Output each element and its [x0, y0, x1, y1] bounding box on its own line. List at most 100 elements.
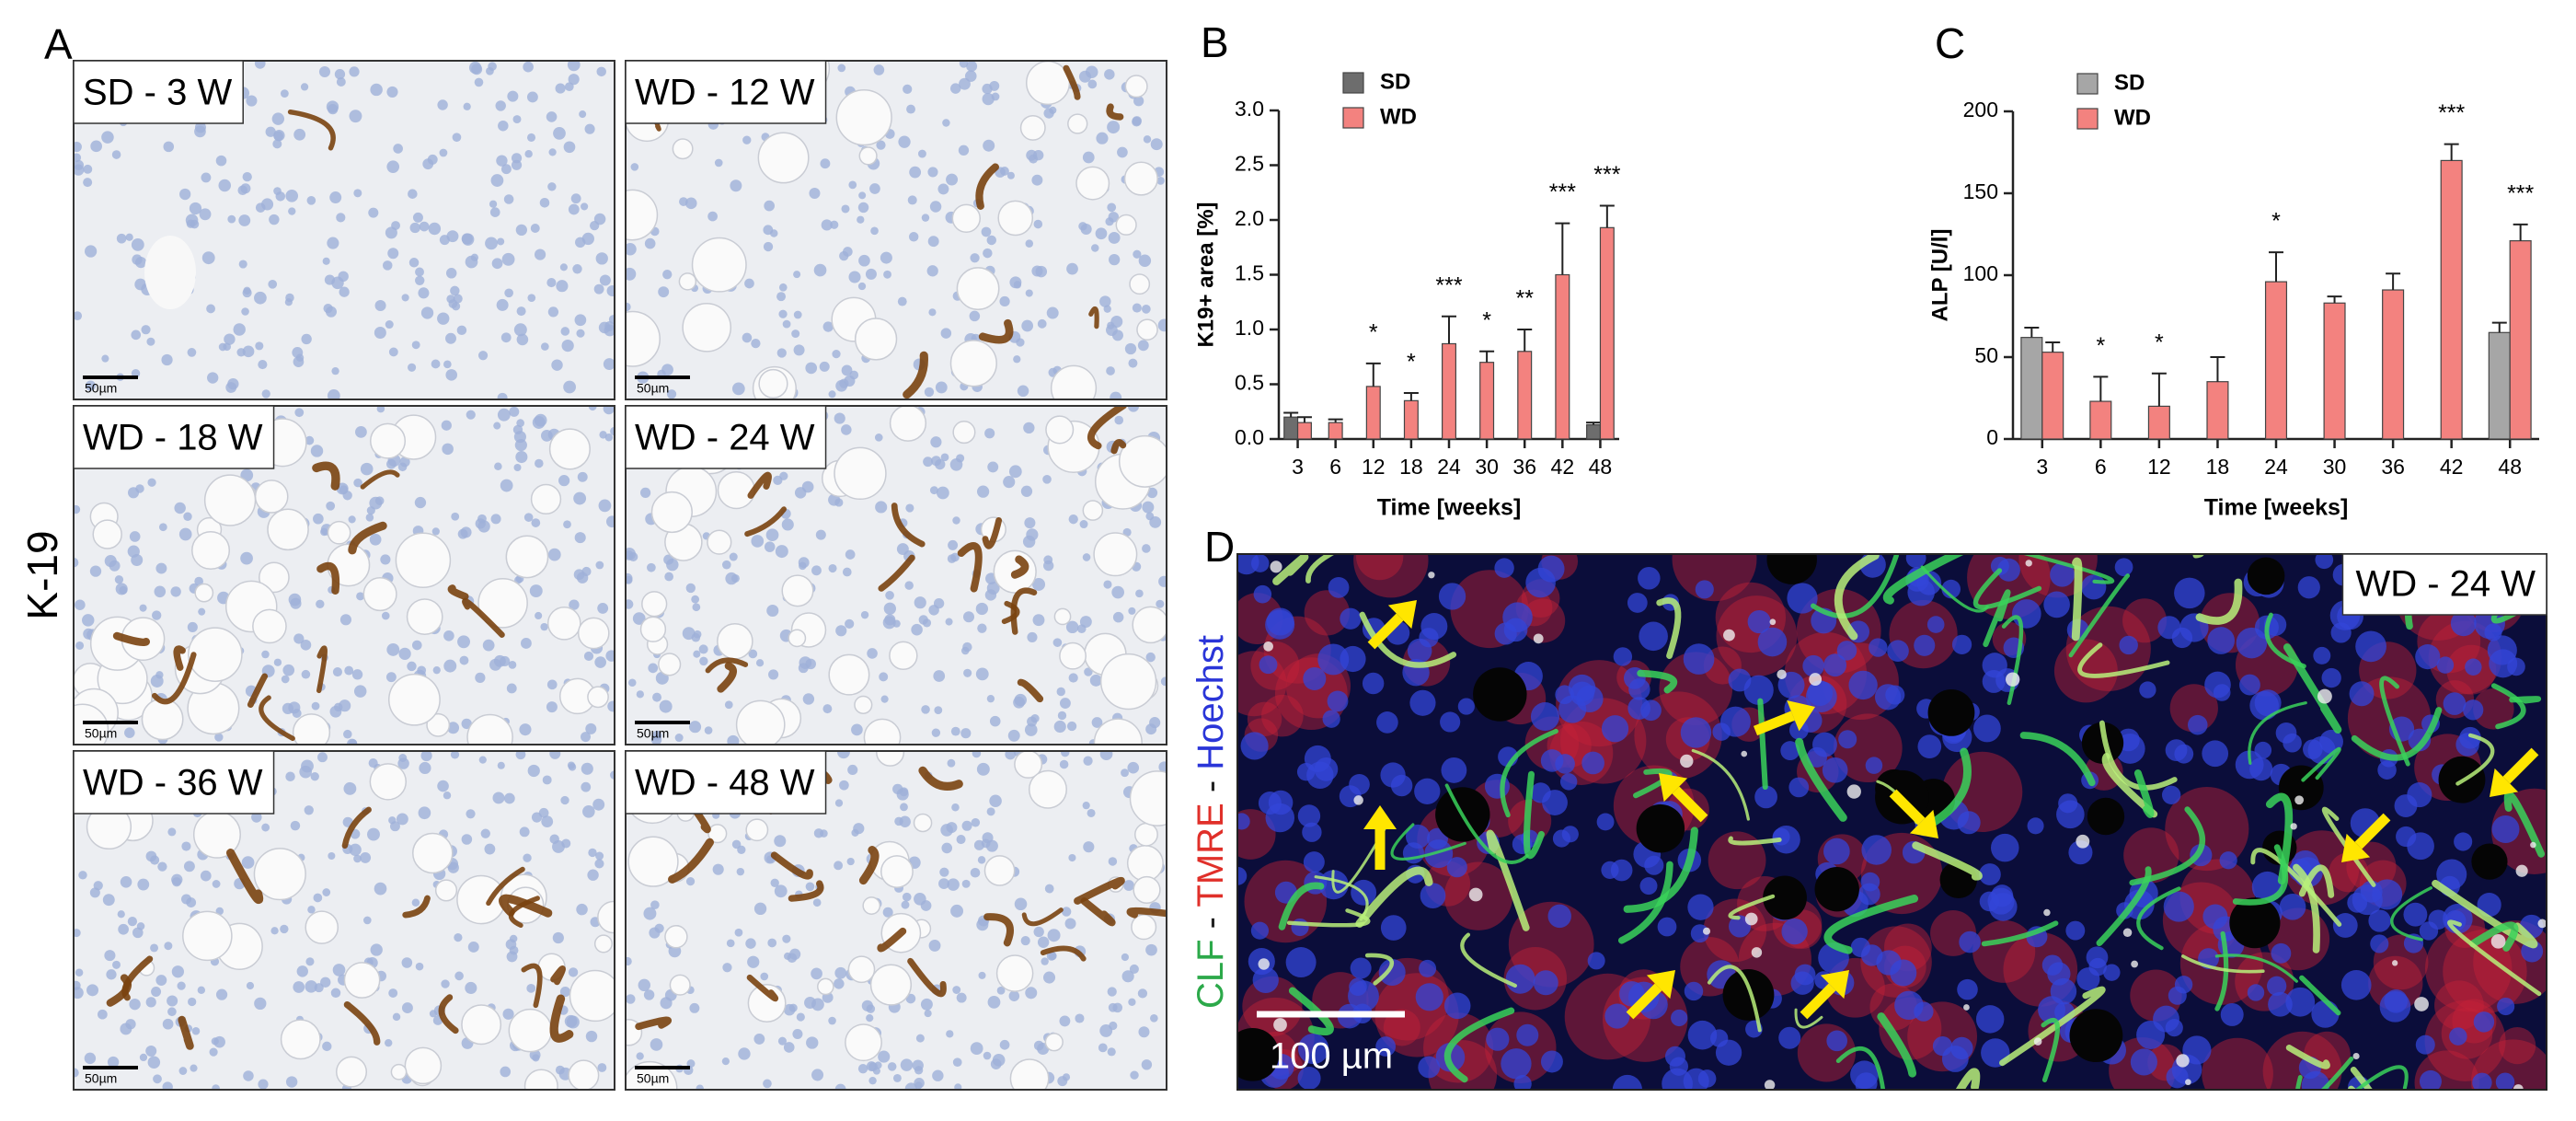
vacuole [1045, 415, 1075, 445]
nucleus [349, 110, 362, 123]
nucleus [1728, 668, 1752, 692]
lipid-droplet [1766, 554, 1817, 584]
nucleus [725, 572, 738, 585]
nucleus [915, 1034, 925, 1043]
nucleus [549, 751, 561, 759]
vacuole [1123, 161, 1158, 196]
scale-bar-label: 50µm [85, 1071, 117, 1086]
duct [717, 662, 737, 693]
nucleus [451, 512, 460, 521]
clf-signal [1999, 986, 2106, 1067]
vacuole [889, 641, 918, 671]
nucleus [1024, 517, 1036, 529]
nucleus [285, 190, 299, 202]
nucleus [1095, 227, 1108, 240]
duct [903, 351, 928, 399]
vacuole [1059, 641, 1087, 670]
nucleus [736, 867, 745, 876]
nucleus [353, 189, 362, 198]
nucleus [734, 928, 743, 937]
duct [1080, 897, 1116, 927]
nucleus [936, 486, 949, 500]
nucleus [1860, 872, 1880, 892]
nucleus [2449, 1027, 2467, 1046]
nucleus [564, 1014, 578, 1028]
vacuole [669, 974, 691, 996]
nucleus [569, 599, 580, 610]
x-tick-label: 36 [2381, 455, 2405, 479]
nucleus [1297, 1067, 1321, 1090]
nucleus [610, 426, 615, 436]
nucleus [500, 332, 512, 343]
nucleus [336, 213, 346, 223]
nucleus [207, 372, 219, 384]
tmre-signal [1383, 1009, 1420, 1046]
nucleus [981, 226, 992, 237]
vacuole [508, 1008, 553, 1053]
nucleus [1743, 675, 1774, 705]
nucleus [704, 726, 713, 734]
vacuole [1028, 769, 1067, 809]
vacuole [92, 519, 122, 549]
nucleus [339, 485, 349, 494]
nucleus [167, 1007, 177, 1017]
nucleus [806, 1036, 819, 1049]
nucleus [146, 337, 155, 346]
nucleus [738, 1047, 751, 1060]
nucleus [466, 809, 476, 819]
nucleus [1855, 1072, 1878, 1090]
nucleus [368, 207, 379, 218]
nucleus [521, 638, 532, 649]
nucleus [2370, 934, 2389, 953]
nucleus [255, 341, 264, 351]
nucleus [698, 644, 708, 654]
nucleus [258, 1079, 269, 1090]
nucleus [1438, 583, 1466, 610]
vacuole [1067, 113, 1088, 134]
nucleus [178, 1067, 188, 1075]
nucleus [1068, 853, 1076, 862]
nucleus [828, 390, 836, 399]
nucleus [493, 422, 501, 430]
nucleus [155, 671, 164, 679]
nucleus [1150, 138, 1163, 151]
channel-legend: CLF - TMRE - Hoechst [1190, 635, 1231, 1009]
nucleus [496, 298, 509, 311]
vacuole [707, 529, 732, 555]
bright-spot [2185, 1079, 2191, 1086]
nucleus [1047, 929, 1061, 942]
nucleus [412, 212, 423, 223]
nucleus [689, 721, 702, 734]
nucleus [1932, 1035, 1953, 1057]
nucleus [987, 461, 999, 473]
channel: CLF [1190, 939, 1231, 1009]
nucleus [1041, 957, 1049, 965]
nucleus [151, 987, 162, 997]
nucleus [85, 380, 96, 391]
clf-signal [2096, 866, 2152, 947]
nucleus [1137, 988, 1148, 999]
bar [1365, 386, 1381, 440]
nucleus [419, 221, 430, 232]
vacuole [788, 629, 807, 648]
nucleus [1013, 355, 1021, 364]
nucleus [408, 258, 420, 268]
nucleus [875, 501, 888, 514]
nucleus [976, 919, 989, 931]
clf-signal [2285, 1044, 2330, 1069]
nucleus [865, 268, 877, 280]
nucleus [857, 202, 869, 214]
bar [1555, 273, 1570, 440]
duct [1088, 306, 1099, 329]
nucleus [293, 633, 305, 644]
y-axis-title: ALP [U/l] [1927, 229, 1952, 322]
nucleus [1494, 622, 1517, 645]
duct [891, 503, 926, 548]
nucleus [917, 149, 926, 158]
nucleus [293, 981, 305, 993]
duct [1087, 406, 1127, 450]
nucleus [1106, 324, 1118, 337]
nucleus [745, 938, 756, 949]
nucleus [442, 443, 454, 456]
y-tick-label: 2.0 [1235, 206, 1264, 230]
